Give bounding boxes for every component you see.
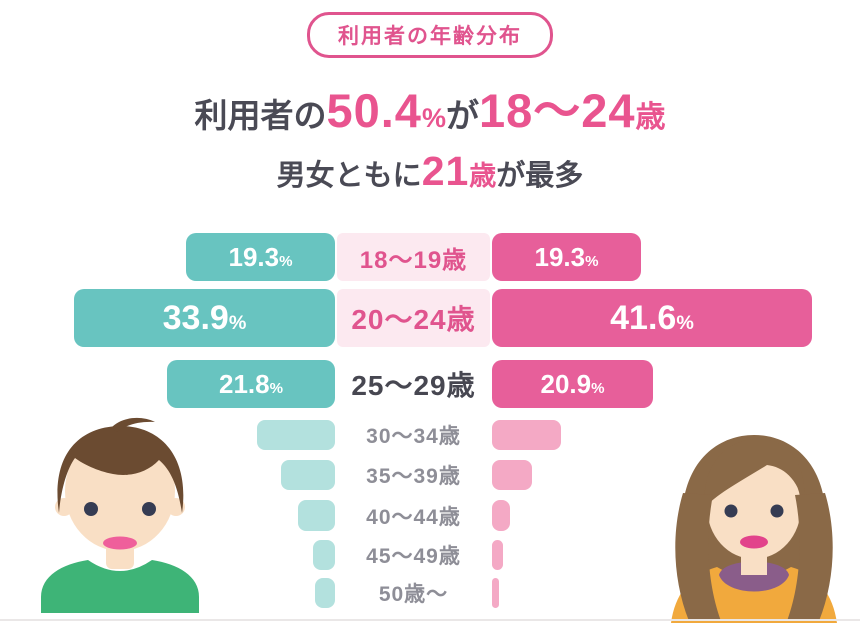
value-number: 21.8	[218, 369, 270, 399]
girl-fringe	[704, 438, 806, 507]
boy-eye-left	[84, 502, 98, 516]
headline2-suffix: が最多	[496, 160, 584, 193]
value-number: 41.6	[610, 299, 677, 337]
boy-illustration	[41, 417, 199, 613]
headline2-age-unit: 歳	[469, 161, 497, 192]
female-bar	[492, 460, 532, 490]
age-category-label: 50歳〜	[378, 583, 449, 606]
female-bar: 20.9%	[492, 360, 653, 408]
age-category-label: 30〜34歳	[366, 425, 461, 448]
age-category-label: 25〜29歳	[351, 370, 476, 401]
value-unit: %	[269, 380, 284, 397]
headline-percent-unit: %	[421, 103, 446, 133]
headline2-prefix: 男女ともに	[276, 160, 422, 193]
headline-range-unit: 歳	[635, 101, 666, 134]
male-bar-value: 33.9%	[163, 301, 247, 335]
boy-mouth	[103, 536, 137, 550]
value-unit: %	[676, 312, 694, 334]
girl-hair-lock-left	[675, 493, 721, 621]
bottom-divider	[0, 619, 860, 621]
headline-percent: 50.4	[326, 84, 422, 137]
headline-middle: が	[445, 97, 479, 134]
male-bar: 21.8%	[167, 360, 335, 408]
girl-lips	[740, 535, 768, 549]
headline-line2: 男女ともに21歳が最多	[0, 148, 860, 195]
boy-hair	[57, 425, 184, 513]
male-bar-value: 21.8%	[219, 371, 283, 397]
age-category-label: 18〜19歳	[337, 233, 490, 281]
headline2-age: 21	[421, 148, 470, 195]
value-unit: %	[591, 380, 605, 397]
girl-eye-right	[770, 504, 784, 518]
male-bar	[315, 578, 335, 608]
value-unit: %	[228, 312, 247, 334]
value-number: 19.3	[534, 242, 586, 272]
title-badge: 利用者の年齢分布	[307, 12, 553, 58]
female-bar-value: 19.3%	[534, 244, 598, 270]
female-bar	[492, 420, 561, 450]
female-bar	[492, 540, 503, 570]
female-bar: 19.3%	[492, 233, 641, 281]
female-bar	[492, 578, 499, 608]
headline-prefix: 利用者の	[194, 97, 327, 134]
headline-line1: 利用者の50.4%が18〜24歳	[0, 84, 860, 138]
male-bar	[281, 460, 335, 490]
male-bar	[257, 420, 335, 450]
age-category-label: 35〜39歳	[366, 465, 461, 488]
value-number: 20.9	[540, 369, 592, 399]
female-bar-value: 41.6%	[610, 301, 694, 335]
girl-hair-lock-right	[787, 493, 833, 621]
headline: 利用者の50.4%が18〜24歳 男女ともに21歳が最多	[0, 84, 860, 195]
age-category-label: 40〜44歳	[366, 505, 461, 529]
boy-shirt	[41, 560, 199, 613]
girl-eye-left	[724, 504, 738, 518]
male-bar: 19.3%	[186, 233, 335, 281]
value-unit: %	[585, 253, 599, 270]
value-unit: %	[279, 253, 293, 270]
boy-hair-spike	[111, 417, 155, 432]
value-number: 33.9	[162, 299, 229, 337]
male-bar: 33.9%	[74, 289, 335, 347]
age-category-label: 45〜49歳	[366, 545, 461, 568]
boy-eye-right	[142, 502, 156, 516]
male-bar	[298, 500, 335, 531]
age-category-label: 20〜24歳	[337, 289, 490, 347]
headline-range: 18〜24	[478, 84, 636, 137]
male-bar-value: 19.3%	[228, 244, 292, 270]
male-bar	[313, 540, 335, 570]
girl-illustration	[671, 435, 837, 623]
value-number: 19.3	[228, 242, 280, 272]
female-bar	[492, 500, 510, 531]
female-bar: 41.6%	[492, 289, 812, 347]
female-bar-value: 20.9%	[540, 371, 604, 397]
girl-collar	[719, 561, 789, 592]
